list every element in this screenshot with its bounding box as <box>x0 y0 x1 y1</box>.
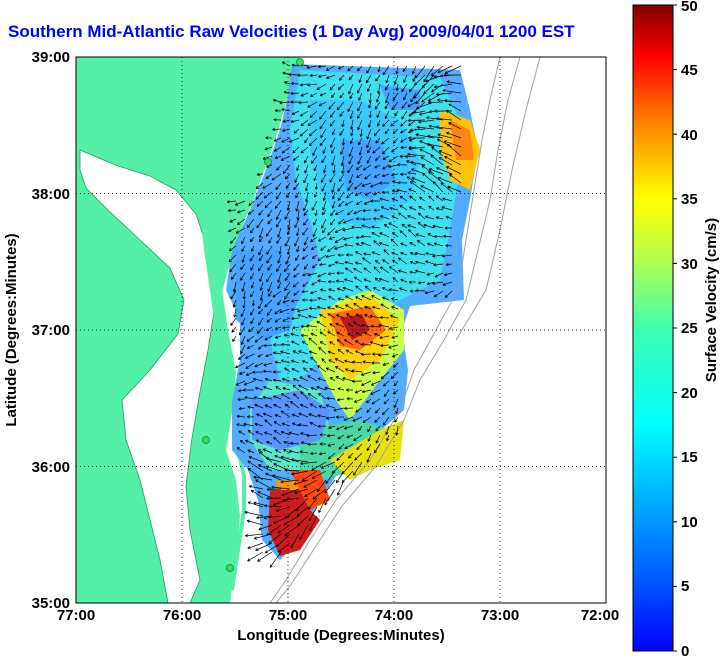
colorbar: 50 45 40 35 30 25 20 15 10 5 0 Surface V… <box>632 0 720 659</box>
colorbar-tick-label: 35 <box>681 191 698 208</box>
colorbar-tick-label: 50 <box>681 0 698 15</box>
bathymetry-contours <box>269 57 541 603</box>
colorbar-tick-label: 5 <box>681 578 689 595</box>
y-tick-label: 38:00 <box>32 186 70 203</box>
x-tick-label: 74:00 <box>375 607 413 624</box>
velocity-vectors <box>226 61 462 568</box>
x-axis: 77:00 76:00 75:00 74:00 73:00 72:00 Long… <box>57 607 619 644</box>
x-tick-label: 76:00 <box>163 607 201 624</box>
x-tick-label: 77:00 <box>57 607 95 624</box>
colorbar-tick-label: 30 <box>681 256 698 273</box>
colorbar-tick-label: 40 <box>681 127 698 144</box>
y-tick-label: 39:00 <box>32 49 70 66</box>
x-axis-label: Longitude (Degrees:Minutes) <box>237 627 445 644</box>
y-tick-label: 36:00 <box>32 459 70 476</box>
barrier-islands <box>230 439 246 591</box>
colorbar-tick-label: 20 <box>681 385 698 402</box>
velocity-arrow-set <box>226 61 462 568</box>
colorbar-gradient <box>632 4 674 652</box>
y-axis-label: Latitude (Degrees:Minutes) <box>3 233 20 426</box>
y-tick-label: 35:00 <box>32 595 70 612</box>
map-title: Southern Mid-Atlantic Raw Velocities (1 … <box>8 22 575 41</box>
colorbar-tick-label: 0 <box>681 643 689 659</box>
plot-frame <box>75 56 607 604</box>
colorbar-tick-label: 45 <box>681 62 698 79</box>
x-tick-label: 73:00 <box>481 607 519 624</box>
grid-lines <box>76 57 606 603</box>
delmarva-peninsula <box>196 96 268 320</box>
x-tick-label: 75:00 <box>269 607 307 624</box>
y-tick-label: 37:00 <box>32 322 70 339</box>
colorbar-tick-label: 15 <box>681 449 698 466</box>
colorbar-tick-label: 25 <box>681 320 698 337</box>
y-axis: 39:00 38:00 37:00 36:00 35:00 Latitude (… <box>3 49 70 612</box>
radar-sites <box>202 58 304 572</box>
colorbar-label: Surface Velocity (cm/s) <box>703 218 720 382</box>
colorbar-tick-label: 10 <box>681 514 698 531</box>
x-tick-label: 72:00 <box>581 607 619 624</box>
